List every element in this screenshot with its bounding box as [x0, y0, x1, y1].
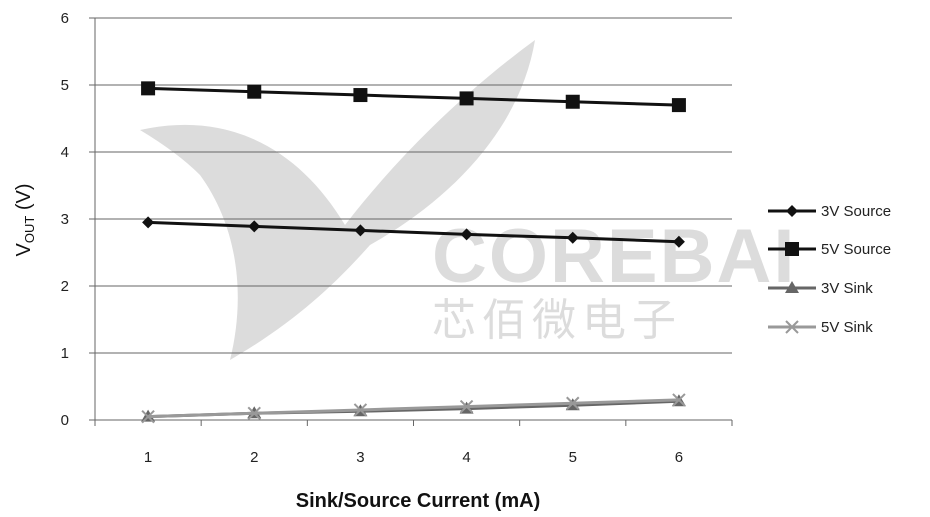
x-tick-label-1: 1: [144, 449, 152, 466]
legend: 3V Source 5V Source 3V Sink 5V Sink: [768, 203, 891, 336]
x-tick-label-4: 4: [462, 449, 470, 466]
legend-item-5v-sink: 5V Sink: [768, 319, 873, 336]
legend-item-5v-source: 5V Source: [768, 241, 891, 258]
legend-item-3v-source: 3V Source: [768, 203, 891, 220]
point-5v-sink-2: [247, 406, 261, 421]
y-tick-label-1: 1: [61, 345, 69, 362]
axes: [89, 17, 733, 426]
legend-item-3v-sink: 3V Sink: [768, 280, 873, 297]
x-tick-label-6: 6: [675, 449, 683, 466]
point-5v-sink-6: [672, 393, 686, 407]
watermark-swoosh-shape: [140, 40, 535, 360]
y-axis-label-unit: (V): [13, 183, 35, 215]
point-5v-source-5: [565, 94, 580, 109]
y-axis-label: VOUT (V): [13, 183, 37, 256]
y-tick-label-2: 2: [61, 278, 69, 295]
series-line-5v-source: [148, 86, 679, 107]
point-5v-sink-3-stroke-b: [353, 403, 368, 417]
point-5v-source-2: [247, 84, 262, 99]
point-5v-sink-5-stroke-b: [566, 396, 580, 410]
x-tick-label-5: 5: [569, 449, 577, 466]
x-tick-label-2: 2: [250, 449, 258, 466]
series-5v-source: [141, 81, 686, 113]
legend-label-5v-source: 5V Source: [821, 241, 891, 258]
legend-marker-5v-source: [785, 242, 799, 256]
series-5v-sink: [141, 393, 686, 424]
point-5v-sink-1: [141, 409, 155, 424]
watermark-text-cn: 芯佰微电子: [432, 296, 682, 345]
series-3v-source: [142, 216, 685, 248]
legend-label-3v-sink: 3V Sink: [821, 280, 873, 297]
series-line-3v-source: [148, 220, 679, 244]
point-5v-sink-3: [353, 403, 368, 417]
legend-label-3v-source: 3V Source: [821, 203, 891, 220]
point-5v-sink-5: [566, 396, 580, 410]
point-5v-source-4: [459, 91, 474, 106]
point-5v-source-1: [141, 81, 156, 96]
point-3v-source-4: [460, 228, 473, 241]
point-5v-source-3: [353, 88, 368, 103]
y-tick-label-0: 0: [61, 412, 69, 429]
series-line-5v-sink: [148, 398, 679, 419]
watermark-text: COREBAI: [432, 214, 796, 299]
y-tick-label-3: 3: [61, 211, 69, 228]
legend-marker-3v-sink: [785, 281, 799, 293]
legend-label-5v-sink: 5V Sink: [821, 319, 873, 336]
y-axis-label-main: V: [13, 243, 35, 257]
point-5v-source-6: [671, 98, 686, 113]
legend-marker-5v-sink-stroke-b: [785, 320, 799, 334]
point-5v-sink-4: [459, 399, 474, 414]
series-group: [141, 81, 686, 424]
x-tick-labels: 1 2 3 4 5 6: [144, 449, 683, 466]
gridlines: [95, 17, 732, 354]
y-axis-label-sub: OUT: [22, 216, 37, 244]
point-3v-source-3: [354, 224, 367, 237]
y-tick-label-4: 4: [61, 144, 69, 161]
point-3v-source-1: [142, 216, 155, 229]
x-axis-label: Sink/Source Current (mA): [296, 490, 540, 512]
point-3v-source-2: [248, 220, 261, 233]
legend-marker-3v-source: [786, 205, 798, 217]
point-5v-sink-1-stroke-b: [141, 409, 155, 424]
point-5v-sink-4-stroke-b: [459, 399, 474, 414]
y-tick-labels: 0 1 2 3 4 5 6: [61, 10, 69, 429]
point-3v-source-5: [566, 231, 579, 244]
point-5v-sink-6-stroke-b: [672, 393, 686, 407]
x-tick-label-3: 3: [356, 449, 364, 466]
point-3v-source-6: [672, 235, 685, 248]
y-tick-label-5: 5: [61, 77, 69, 94]
watermark-logo: COREBAI 芯佰微电子: [140, 40, 796, 360]
legend-marker-5v-sink: [785, 320, 799, 334]
point-5v-sink-2-stroke-b: [247, 406, 261, 421]
y-tick-label-6: 6: [61, 10, 69, 27]
